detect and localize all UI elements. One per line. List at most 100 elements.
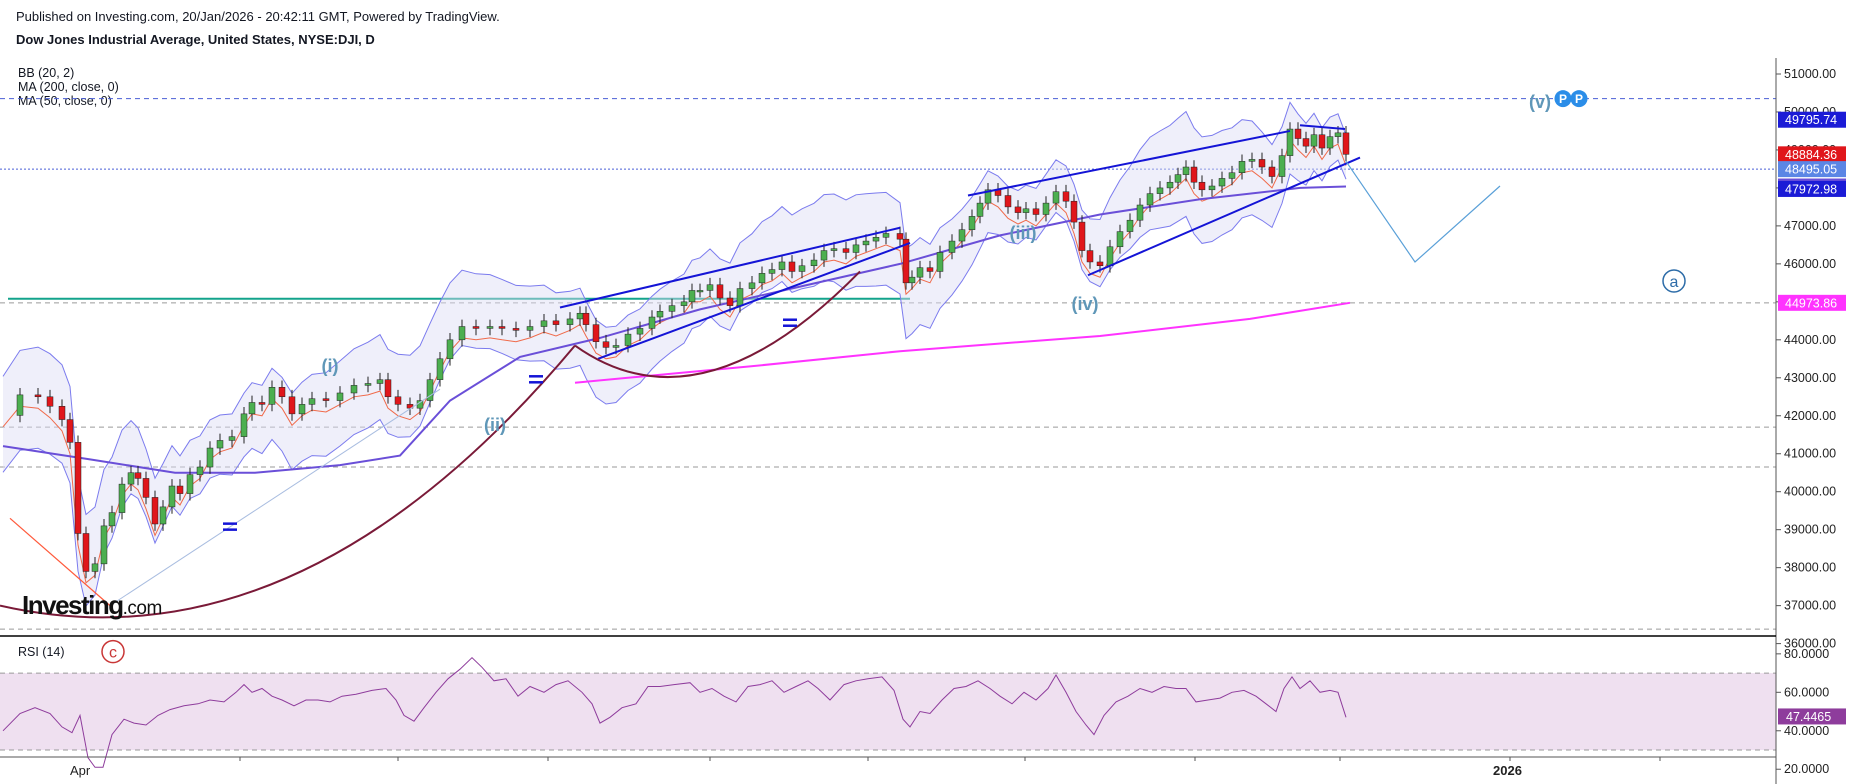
candle-body	[852, 244, 860, 253]
indicator-legend: BB (20, 2) MA (200, close, 0) MA (50, cl…	[18, 66, 119, 108]
candle-body	[278, 387, 286, 398]
candle-body	[1182, 166, 1190, 175]
candle-body	[216, 440, 224, 449]
candle-body	[798, 265, 806, 272]
price-tick-label: 46000.00	[1784, 257, 1836, 271]
bollinger-upper	[2, 101, 1347, 516]
candle-body	[706, 284, 714, 291]
rsi-band-fill	[0, 673, 1776, 750]
candle-body	[1218, 178, 1226, 187]
candle-body	[984, 189, 992, 204]
price-tick-label: 41000.00	[1784, 447, 1836, 461]
candle-body	[1106, 246, 1114, 267]
price-badge-label: 49795.74	[1785, 113, 1837, 127]
price-tick-label: 43000.00	[1784, 371, 1836, 385]
candle-body	[1096, 261, 1104, 267]
candle-body	[1208, 185, 1216, 191]
wave-a-circle	[1662, 269, 1686, 293]
candle-body	[1042, 202, 1050, 215]
candle-body	[176, 485, 184, 494]
wave-label: (i)	[322, 356, 339, 376]
price-badge-label: 44973.86	[1785, 296, 1837, 310]
candle-body	[458, 326, 466, 341]
price-tick-label: 36000.00	[1784, 637, 1836, 651]
candle-body	[298, 404, 306, 415]
candle-body	[498, 326, 506, 329]
candle-body	[74, 442, 82, 534]
candle-body	[168, 485, 176, 508]
candle-body	[1156, 187, 1164, 194]
candle-body	[908, 276, 916, 284]
wave-label: a	[1670, 274, 1679, 291]
rsi-tick-label: 80.0000	[1784, 647, 1829, 661]
candle-body	[100, 525, 108, 565]
wave-label: (iv)	[1072, 294, 1099, 314]
candle-body	[1258, 159, 1266, 168]
candle-body	[1086, 250, 1094, 263]
price-badge-label: 48884.36	[1785, 148, 1837, 162]
candle-body	[127, 472, 135, 485]
price-badge	[1778, 180, 1846, 197]
price-badge-label: 48495.05	[1785, 163, 1837, 177]
candle-body	[566, 318, 574, 325]
symbol-title: Dow Jones Industrial Average, United Sta…	[16, 32, 375, 47]
candle-body	[118, 483, 126, 513]
candle-body	[406, 404, 414, 409]
candle-body	[426, 379, 434, 401]
cup-arc-1	[0, 344, 576, 619]
pivot-marker	[1554, 90, 1572, 108]
candle-body	[778, 261, 786, 270]
candle-body	[228, 436, 236, 441]
wave-label: (iii)	[1010, 223, 1037, 243]
candle-body	[16, 394, 24, 416]
candle-body	[958, 229, 966, 242]
price-tick-label: 44000.00	[1784, 333, 1836, 347]
candle-body	[1294, 128, 1302, 139]
candle-body	[1302, 138, 1310, 147]
rsi-tick-label: 60.0000	[1784, 685, 1829, 699]
candle-body	[726, 297, 734, 306]
candle-body	[151, 497, 159, 525]
candle-body	[862, 240, 870, 246]
overlay-layer	[2, 185, 1351, 474]
candle-body	[872, 237, 880, 242]
candle-body	[948, 240, 956, 253]
indicator-ma200-label[interactable]: MA (200, close, 0)	[18, 80, 119, 94]
candle-body	[248, 402, 256, 415]
candle-body	[1116, 231, 1124, 248]
rsi-tick-label: 40.0000	[1784, 724, 1829, 738]
grid-layer	[0, 98, 1776, 630]
candle-body	[1166, 181, 1174, 189]
axis-layer: 36000.00 37000.00 38000.00 39000.00 40000.00…	[0, 58, 1846, 784]
candle-body	[1022, 208, 1030, 213]
candle-body	[512, 328, 520, 331]
candle-body	[1014, 206, 1022, 213]
candle-body	[624, 333, 632, 346]
candle-body	[322, 398, 330, 401]
trendline-upper-1	[559, 226, 901, 309]
bollinger-fill	[3, 102, 1346, 607]
investing-logo: Investing.com	[22, 590, 162, 621]
logo-brand: Investing	[22, 590, 124, 620]
candle-body	[810, 259, 818, 267]
candle-body	[1136, 204, 1144, 221]
candle-body	[592, 324, 600, 342]
price-badge	[1778, 111, 1846, 128]
indicator-ma50-label[interactable]: MA (50, close, 0)	[18, 94, 112, 108]
candle-body	[612, 345, 620, 348]
candle-body	[1342, 132, 1350, 155]
candle-body	[142, 478, 150, 498]
candle-body	[159, 506, 167, 525]
candle-body	[384, 379, 392, 398]
candle-body	[364, 383, 372, 386]
candle-body	[258, 402, 266, 405]
candle-body	[882, 233, 890, 238]
indicator-rsi-label[interactable]: RSI (14)	[18, 645, 65, 659]
pivot-marker-label: P	[1575, 92, 1583, 106]
candle-body	[1238, 161, 1246, 173]
indicator-bb-label[interactable]: BB (20, 2)	[18, 66, 75, 80]
candle-body	[936, 252, 944, 272]
price-badge-label: 47972.98	[1785, 182, 1837, 196]
ma200-line	[574, 301, 1351, 384]
